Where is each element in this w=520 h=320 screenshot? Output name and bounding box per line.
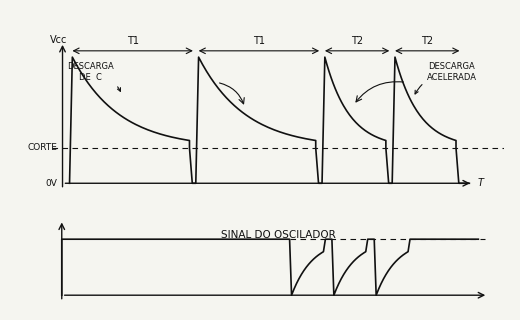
Text: Vcc: Vcc — [50, 35, 68, 44]
Text: T1: T1 — [127, 36, 139, 46]
Text: T2: T2 — [421, 36, 433, 46]
Text: CORTE: CORTE — [28, 143, 58, 152]
Text: T: T — [478, 178, 484, 188]
Text: T2: T2 — [351, 36, 363, 46]
Text: 0V: 0V — [46, 179, 58, 188]
Text: DESCARGA
ACELERADA: DESCARGA ACELERADA — [415, 62, 477, 94]
Text: SINAL DO OSCILADOR: SINAL DO OSCILADOR — [221, 229, 335, 239]
Text: T1: T1 — [253, 36, 265, 46]
Text: DESCARGA
DE  C: DESCARGA DE C — [67, 62, 121, 91]
